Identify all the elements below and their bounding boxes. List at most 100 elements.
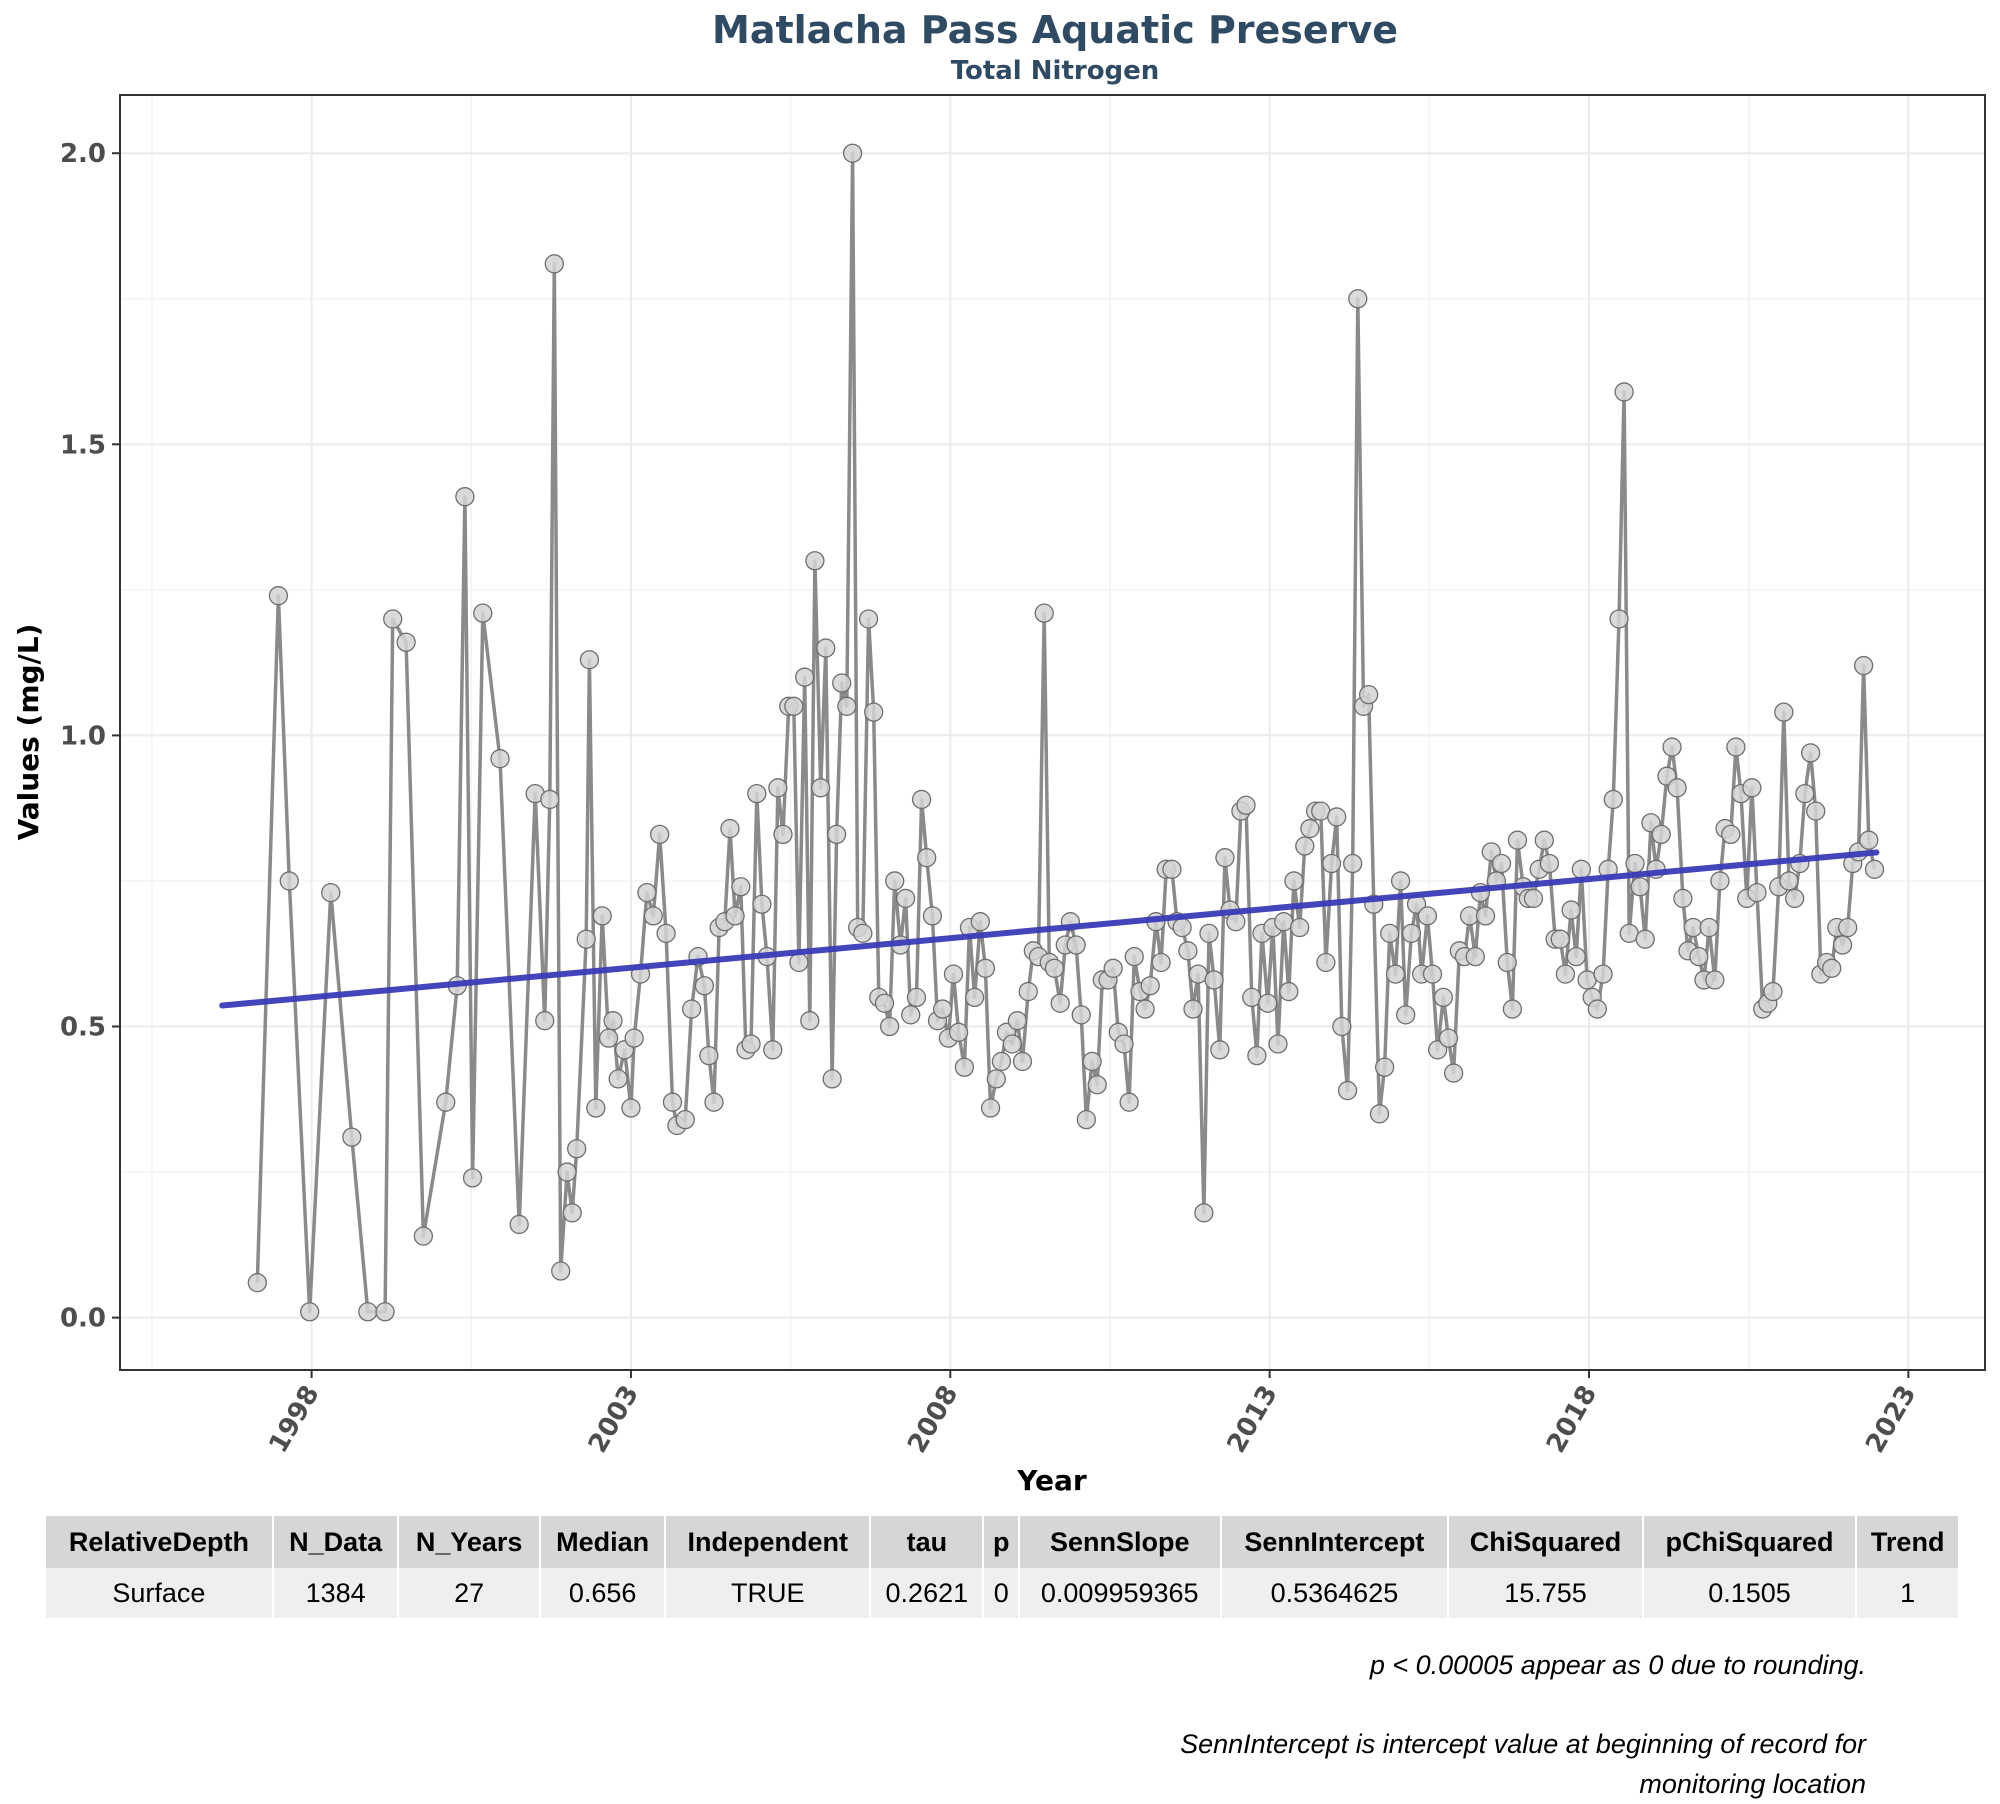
x-tick-label: 2003 (583, 1381, 645, 1459)
data-point (1859, 830, 1879, 850)
chart-subtitle: Total Nitrogen (950, 56, 1160, 86)
y-tick-label: 0.5 (60, 1013, 106, 1043)
data-point (1396, 1005, 1416, 1025)
data-point (922, 906, 943, 926)
data-point (795, 667, 815, 687)
data-point (1465, 946, 1485, 967)
data-point (473, 603, 493, 623)
x-axis: 1998 2003 2008 2013 2018 2023 (264, 1370, 1922, 1459)
data-point (1587, 999, 1607, 1019)
stats-table-header: RelativeDepth N_Data N_Years Median Independ… (46, 1516, 1958, 1568)
data-point (540, 789, 560, 810)
data-point (1007, 1011, 1028, 1031)
data-point (1247, 1045, 1267, 1066)
data-point (943, 964, 964, 984)
data-point (586, 1098, 606, 1118)
data-point (1710, 871, 1730, 891)
data-point (1550, 929, 1570, 949)
data-point (1071, 1005, 1091, 1025)
data-point (853, 923, 873, 944)
data-point (1135, 999, 1155, 1019)
data-point (1226, 912, 1246, 932)
data-point (413, 1226, 434, 1246)
data-point (1140, 976, 1160, 996)
data-point (1774, 702, 1794, 722)
y-tick-label: 2.0 (60, 139, 106, 169)
data-point (637, 882, 657, 903)
data-point (1785, 888, 1805, 909)
data-point (986, 1069, 1006, 1089)
header-n_years: N_Years (399, 1516, 539, 1568)
cell-chisquared: 15.755 (1449, 1568, 1642, 1618)
data-point (822, 1069, 842, 1089)
data-point (1300, 818, 1320, 839)
x-tick-label: 2023 (1860, 1381, 1922, 1459)
data-point (1172, 917, 1192, 938)
data-point (1433, 987, 1454, 1008)
data-point (1673, 888, 1693, 909)
data-point (842, 143, 863, 163)
data-point (1502, 999, 1523, 1019)
data-point (551, 1261, 571, 1281)
data-point (1369, 1104, 1390, 1124)
data-point (643, 906, 663, 926)
data-point (1800, 743, 1821, 763)
data-point (784, 696, 804, 716)
data-point (1721, 824, 1741, 845)
header-n_data: N_Data (273, 1516, 398, 1568)
chart: 0.0 0.5 1.0 1.5 2.0 1998 2003 2008 2013 2018 2023… (12, 94, 1986, 1497)
data-point (704, 1092, 724, 1112)
y-axis-label: Values (mg/L) (12, 624, 45, 841)
data-point (1178, 941, 1198, 961)
data-point (980, 1098, 1001, 1118)
data-point (1459, 906, 1480, 926)
data-point (1124, 946, 1144, 967)
data-point (725, 906, 745, 926)
data-point (948, 1022, 969, 1042)
y-tick-label: 0.0 (60, 1304, 106, 1334)
grid-major (120, 95, 1985, 1370)
x-tick-label: 2018 (1541, 1381, 1603, 1459)
data-point (1114, 1034, 1134, 1054)
data-point (490, 749, 510, 769)
data-point (1795, 783, 1815, 804)
data-point (279, 871, 299, 891)
data-point (1119, 1092, 1139, 1112)
header-trend: Trend (1857, 1516, 1958, 1568)
data-point (826, 824, 847, 845)
data-point (1242, 987, 1262, 1008)
data-point (1742, 778, 1762, 798)
data-point (1332, 1016, 1352, 1037)
stats-table: RelativeDepth N_Data N_Years Median Independ… (44, 1516, 1960, 1618)
data-point (462, 1168, 483, 1188)
header-sennintercept: SennIntercept (1221, 1516, 1448, 1568)
data-point (1689, 946, 1709, 967)
data-point (1614, 382, 1634, 402)
cell-tau: 0.2621 (871, 1568, 983, 1618)
header-pchisquared: pChiSquared (1643, 1516, 1856, 1568)
data-point (1619, 923, 1639, 944)
cell-median: 0.656 (540, 1568, 665, 1618)
data-point (1034, 603, 1054, 623)
data-point (832, 673, 852, 693)
data-point (768, 778, 788, 798)
data-point (858, 609, 879, 629)
data-point (1534, 830, 1554, 850)
data-point (747, 783, 767, 804)
grid-minor (120, 95, 1985, 1370)
header-relativedepth: RelativeDepth (46, 1516, 272, 1568)
data-point (1316, 952, 1336, 973)
data-point (837, 696, 857, 716)
data-point (874, 993, 895, 1013)
data-point (991, 1051, 1012, 1072)
data-point (681, 999, 702, 1019)
data-point (1566, 946, 1586, 967)
data-point (1763, 981, 1783, 1002)
data-point (911, 789, 932, 810)
cell-trend: 1 (1857, 1568, 1958, 1618)
data-point (1726, 737, 1746, 757)
data-point (247, 1273, 267, 1293)
data-point (1422, 964, 1443, 984)
data-point (1497, 952, 1517, 973)
data-point (1343, 853, 1363, 874)
